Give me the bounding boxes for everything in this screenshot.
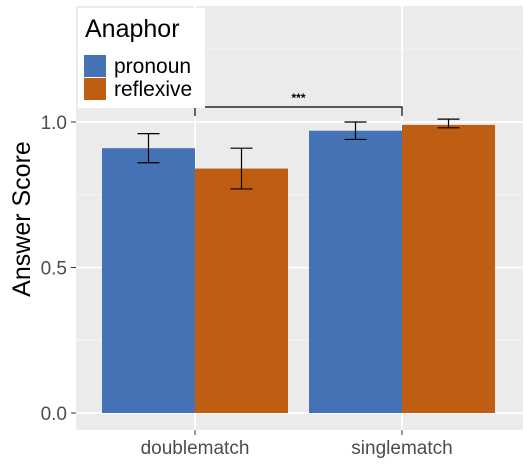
x-tick-label: doublematch	[141, 438, 250, 459]
y-tick-label: 0.0	[41, 404, 67, 425]
legend-swatch-pronoun	[84, 55, 106, 77]
legend-title: Anaphor	[85, 15, 180, 43]
bar-reflexive-singlematch	[402, 124, 495, 413]
y-axis-title: Answer Score	[8, 141, 36, 297]
bracket-line	[194, 106, 403, 116]
bar-reflexive-doublematch	[195, 168, 288, 413]
y-tick-label: 1.0	[41, 113, 67, 134]
bar-pronoun-singlematch	[309, 130, 402, 414]
legend: Anaphor pronoun reflexive	[78, 8, 205, 108]
y-tick-label: 0.5	[41, 259, 67, 280]
legend-swatch-reflexive	[84, 78, 106, 100]
significance-label: ***	[291, 91, 305, 105]
axis-layer: 0.0 0.5 1.0 doublematch singlematch	[41, 113, 453, 459]
legend-label-reflexive: reflexive	[114, 78, 192, 101]
error-bar-layer	[137, 118, 460, 190]
legend-label-pronoun: pronoun	[114, 55, 191, 78]
significance-bracket: ***	[194, 91, 403, 116]
bar-layer	[102, 124, 495, 414]
x-tick-label: singlematch	[351, 438, 452, 459]
bar-pronoun-doublematch	[102, 148, 195, 413]
